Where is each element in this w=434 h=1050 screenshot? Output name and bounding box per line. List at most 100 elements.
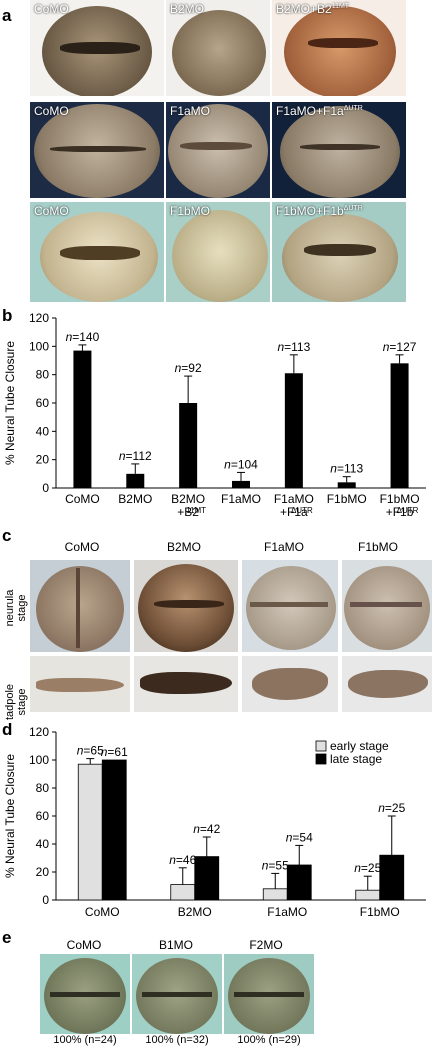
bar — [232, 480, 250, 488]
x-tick-label: 11MT — [186, 506, 206, 515]
bar-late — [379, 854, 405, 901]
n-label: n=42 — [193, 822, 220, 836]
embryo-image: CoMO — [30, 0, 164, 96]
embryo-image: CoMO — [30, 202, 164, 302]
x-tick-label: CoMO — [65, 492, 100, 506]
y-tick-label: 40 — [36, 837, 50, 851]
percent-label: 100% (n=32) — [145, 1034, 209, 1046]
y-tick-label: 80 — [36, 368, 50, 382]
y-tick-label: 40 — [36, 424, 50, 438]
embryo-image — [242, 656, 338, 712]
n-label: n=112 — [119, 449, 152, 463]
n-label: n=127 — [383, 340, 417, 354]
x-tick-label: F1aMO — [221, 492, 261, 506]
column-label: F1aMO — [263, 540, 304, 554]
embryo-image — [132, 954, 222, 1034]
n-label: n=104 — [224, 457, 258, 471]
y-tick-label: 120 — [29, 725, 49, 739]
percent-label: 100% (n=29) — [237, 1034, 301, 1046]
legend-swatch — [315, 740, 327, 752]
embryo-label: F1aMO — [170, 104, 211, 118]
n-label: n=25 — [354, 861, 381, 875]
bar — [390, 363, 409, 488]
embryo-label: F1bMO — [170, 204, 211, 218]
embryo-label: CoMO — [34, 104, 69, 118]
bar-late — [101, 759, 127, 901]
embryo-image — [134, 560, 238, 652]
x-tick-label: +B2 — [177, 505, 199, 519]
y-tick-label: 60 — [36, 809, 50, 823]
bar — [284, 373, 303, 488]
x-tick-label: F1aMO — [267, 905, 307, 918]
y-axis-title: % Neural Tube Closure — [3, 754, 17, 878]
n-label: n=61 — [101, 745, 128, 759]
n-label: n=113 — [330, 462, 363, 476]
bar-early — [77, 763, 103, 901]
n-label: n=54 — [286, 830, 313, 844]
column-label: B2MO — [166, 540, 201, 554]
x-tick-label: F1bMO — [380, 492, 420, 506]
embryo-label: B2MO+B211MT — [276, 2, 350, 16]
embryo-image — [342, 560, 432, 652]
embryo-label: CoMO — [34, 204, 69, 218]
y-axis-title: % Neural Tube Closure — [3, 341, 17, 465]
x-tick-label: B2MO — [178, 905, 212, 918]
embryo-image — [30, 560, 130, 652]
bar-early — [262, 888, 288, 901]
bar-early — [355, 889, 381, 901]
n-label: n=113 — [277, 340, 310, 354]
x-tick-label: ΔUTR — [397, 506, 419, 515]
embryo-image — [224, 954, 314, 1034]
panel-letter-b: b — [2, 306, 13, 325]
bar — [337, 482, 356, 488]
embryo-label: F1bMO+F1bΔUTR — [276, 204, 363, 218]
bar-early — [170, 884, 196, 901]
n-label: n=25 — [378, 801, 405, 815]
legend-label: early stage — [330, 739, 389, 753]
y-tick-label: 60 — [36, 396, 50, 410]
column-label: B1MO — [158, 938, 193, 952]
embryo-label: CoMO — [34, 2, 69, 16]
bar-late — [286, 864, 312, 901]
n-label: n=55 — [262, 858, 289, 872]
panel-letter-c: c — [2, 526, 12, 545]
embryo-image: CoMO — [30, 102, 164, 198]
chart-d: 0 20 40 60 80 100 120 % Neural Tube Closure n=65… — [3, 725, 426, 918]
row-label: neurula stage — [4, 589, 28, 627]
bar — [73, 350, 92, 488]
x-tick-label: CoMO — [85, 905, 120, 918]
embryo-image: B2MO — [166, 0, 270, 96]
x-tick-label: ΔUTR — [291, 506, 313, 515]
chart-b: 0 20 40 60 80 100 120 % Neural Tube Closure n=14… — [3, 311, 426, 519]
x-tick-label: +F1a — [280, 505, 308, 519]
n-label: n=92 — [175, 361, 202, 375]
x-tick-label: F1bMO — [327, 492, 367, 506]
bar-late — [194, 856, 220, 901]
y-tick-label: 0 — [42, 893, 49, 907]
x-tick-label: F1bMO — [360, 905, 400, 918]
column-label: CoMO — [64, 540, 100, 554]
column-label: CoMO — [66, 938, 102, 952]
n-label: n=46 — [169, 853, 196, 867]
y-tick-label: 0 — [42, 481, 49, 495]
embryo-image: F1bMO — [166, 202, 270, 302]
embryo-image — [134, 656, 238, 712]
n-label: n=65 — [77, 744, 104, 758]
y-tick-label: 80 — [36, 781, 50, 795]
panel-letter-d: d — [2, 720, 13, 739]
panel-letter-e: e — [2, 928, 12, 947]
embryo-image: F1aMO — [166, 102, 270, 198]
y-tick-label: 20 — [36, 453, 50, 467]
y-tick-label: 120 — [29, 311, 49, 325]
y-tick-label: 100 — [29, 753, 49, 767]
bar — [126, 473, 145, 488]
x-tick-label: B2MO — [118, 492, 152, 506]
panel-letter-a: a — [2, 6, 12, 25]
column-label: F2MO — [249, 938, 283, 952]
embryo-image: F1bMO+F1bΔUTR — [272, 202, 406, 302]
embryo-image — [242, 560, 338, 652]
legend-label: late stage — [330, 752, 382, 766]
embryo-image: F1aMO+F1aΔUTR — [272, 102, 406, 198]
n-label: n=140 — [66, 330, 100, 344]
legend-swatch — [315, 753, 327, 765]
